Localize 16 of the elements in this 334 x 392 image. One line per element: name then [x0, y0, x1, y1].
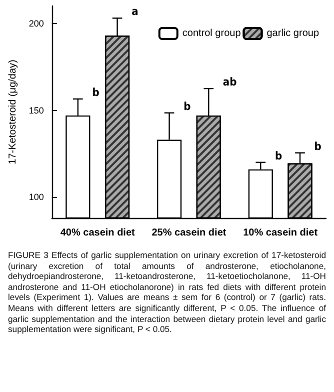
annotation: b: [184, 100, 191, 113]
x-tick-label: 40% casein diet: [60, 228, 136, 238]
annotation: b: [92, 86, 100, 99]
x-tick-label: 10% casein diet: [243, 228, 318, 238]
annotation: a: [132, 5, 138, 18]
annotation: ab: [222, 76, 237, 89]
y-tick-label: 150: [28, 105, 44, 116]
legend-label: garlic group: [266, 28, 320, 39]
caption: FIGURE 3 Effects of garlic supplementation on urinary excretion of 17-ketosteroid (urinary excretion of total amounts of androsterone, etiocholanone, dehydroepiandrosterone, 11-ketoandrosterone, 11-ketoetiocholanone, 11-OH androsterone and 11-OH etiocholanorone) in rats fed diets with different protein levels (Experiment 1). Values are means ± sem for 6 (control) or 7 (garlic) rats. Means with different letters are significantly different, P < 0.05. The influence of garlic supplementation and the interaction between dietary protein level and garlic supplementation were significant, P < 0.05.: [7, 249, 327, 335]
annotation: b: [314, 140, 322, 153]
annotation: b: [274, 149, 282, 162]
y-tick-label: 100: [28, 192, 44, 202]
x-tick-label: 25% casein diet: [152, 228, 227, 238]
legend-label: control group: [182, 28, 242, 39]
y-tick-label: 200: [28, 18, 44, 28]
y-axis-title: 17-Ketosteroid (μg/day): [8, 60, 18, 164]
